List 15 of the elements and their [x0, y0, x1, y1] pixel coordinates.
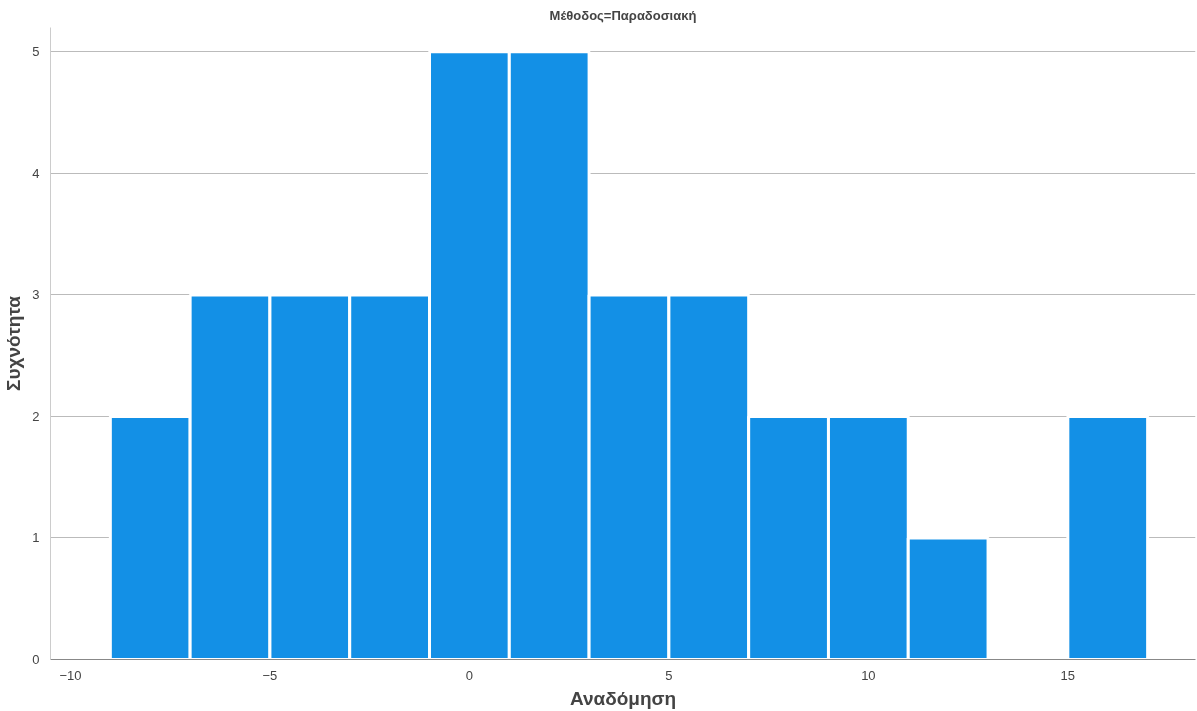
x-tick-label: −5: [262, 667, 278, 683]
chart-title: Μέθοδος=Παραδοσιακή: [549, 7, 697, 23]
y-tick-label: 4: [32, 165, 40, 181]
x-tick-label: 15: [1060, 667, 1076, 683]
y-tick-label: 5: [32, 44, 40, 60]
x-tick-label: 10: [861, 667, 876, 683]
x-tick-label: −10: [59, 667, 82, 683]
y-tick-label: 2: [32, 408, 40, 424]
y-tick-label: 1: [32, 530, 40, 546]
x-axis-title: Αναδόμηση: [569, 687, 677, 709]
y-tick-label: 3: [32, 287, 40, 303]
y-tick-label: 0: [32, 652, 40, 667]
x-tick-label: 5: [665, 667, 673, 683]
x-tick-label: 0: [465, 667, 474, 683]
y-axis-title: Συχνότητα: [3, 295, 25, 391]
